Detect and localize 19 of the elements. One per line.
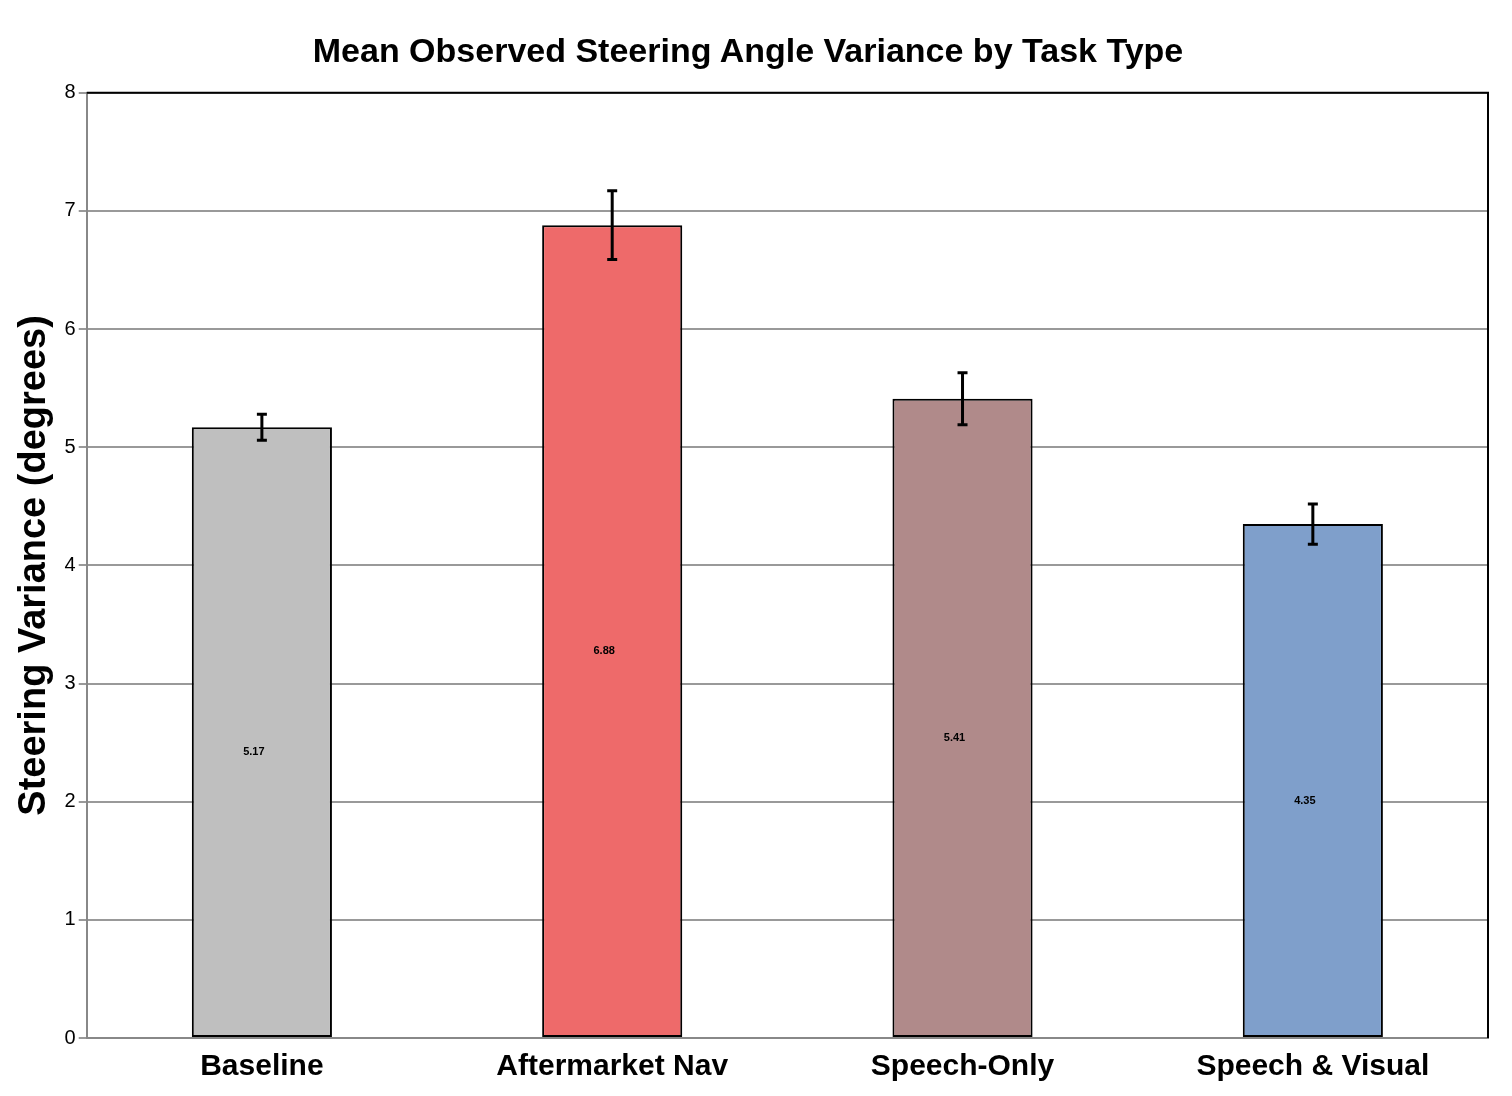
x-tick-label: Speech-Only (870, 1048, 1055, 1082)
data-label: 4.35 (1294, 793, 1316, 806)
y-tick-label: 5 (64, 434, 76, 457)
y-tick-label: 8 (64, 80, 76, 103)
y-axis-title: Steering Variance (degrees) (11, 315, 54, 816)
chart-title: Mean Observed Steering Angle Variance by Task Type (312, 30, 1184, 69)
y-tick-label: 6 (64, 316, 76, 339)
y-tick-label: 4 (64, 552, 76, 575)
y-tick-label: 2 (64, 789, 76, 812)
data-label: 6.88 (593, 644, 615, 657)
y-tick-label: 1 (64, 907, 76, 930)
data-label: 5.41 (943, 730, 966, 743)
y-tick-label: 7 (64, 198, 76, 221)
x-tick-label: Speech & Visual (1196, 1048, 1430, 1082)
y-tick-label: 3 (64, 671, 76, 694)
y-tick-label: 0 (64, 1025, 76, 1048)
data-label: 5.17 (243, 745, 265, 758)
x-tick-label: Aftermarket Nav (496, 1048, 729, 1082)
x-tick-label: Baseline (200, 1048, 324, 1082)
